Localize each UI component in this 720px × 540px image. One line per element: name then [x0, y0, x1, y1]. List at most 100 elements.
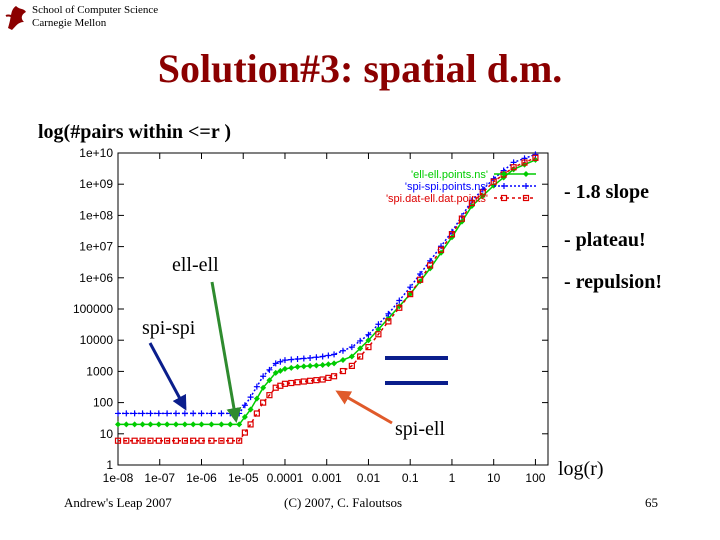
data-point — [522, 194, 530, 202]
label-spi-spi: spi-spi — [142, 317, 196, 339]
university-logo-icon — [5, 6, 26, 30]
data-point — [115, 421, 121, 428]
data-point — [407, 284, 414, 291]
data-point — [172, 437, 180, 444]
data-point — [348, 353, 355, 360]
data-point — [147, 410, 154, 417]
data-point — [236, 437, 243, 444]
annotation-arrows — [148, 281, 448, 425]
data-point — [114, 437, 122, 444]
data-point — [532, 154, 539, 161]
data-point — [131, 437, 138, 444]
data-point — [131, 410, 138, 417]
data-point — [241, 413, 248, 420]
data-point — [247, 394, 254, 401]
data-point — [365, 331, 372, 338]
data-point — [365, 344, 372, 351]
x-tick-label: 100 — [525, 471, 545, 485]
data-point — [260, 384, 267, 391]
data-point — [448, 231, 456, 238]
data-point — [300, 355, 307, 362]
legend-entry: 'ell-ell.points.ns' — [411, 169, 488, 181]
data-point — [123, 437, 130, 444]
x-tick-label: 10 — [487, 471, 501, 485]
data-point — [241, 402, 248, 409]
y-tick-label: 1e+09 — [79, 177, 113, 191]
y-axis-label: log(#pairs within <=r ) — [38, 121, 231, 143]
data-point — [247, 421, 254, 428]
data-point — [147, 421, 154, 428]
data-point — [375, 331, 382, 338]
data-point — [123, 410, 130, 417]
data-point — [479, 189, 486, 196]
data-point — [181, 421, 188, 428]
y-tick-label: 100 — [93, 396, 113, 410]
data-point — [348, 344, 355, 351]
data-point — [241, 429, 248, 436]
footer-copyright: (C) 2007, C. Faloutsos — [284, 495, 403, 510]
data-point — [277, 367, 284, 374]
data-point — [181, 437, 188, 444]
data-point — [208, 421, 215, 428]
x-tick-label: 1e-05 — [228, 471, 259, 485]
legend-entry: 'spi-spi.points.ns' — [405, 181, 488, 193]
data-point — [190, 410, 197, 417]
arrow-spi-spi — [148, 342, 187, 411]
data-point — [307, 362, 314, 369]
arrow-ell-ell — [210, 281, 242, 423]
data-point — [385, 318, 392, 325]
y-tick-label: 1e+06 — [79, 271, 113, 285]
data-point — [427, 262, 434, 269]
data-point — [147, 437, 154, 444]
data-point — [532, 151, 539, 158]
data-point — [396, 297, 403, 304]
data-point — [198, 421, 205, 428]
data-point — [115, 410, 121, 417]
data-point — [468, 199, 475, 207]
plot-frame — [117, 152, 549, 466]
data-point — [266, 392, 273, 399]
data-point — [348, 362, 355, 370]
data-point — [164, 410, 171, 417]
data-point — [247, 406, 254, 413]
data-point — [339, 367, 347, 375]
data-point — [253, 383, 260, 390]
data-point — [521, 159, 528, 166]
series-2 — [114, 154, 539, 444]
series-1 — [115, 151, 539, 417]
data-point — [313, 377, 320, 384]
data-point — [319, 376, 326, 383]
data-point — [501, 171, 507, 177]
x-tick-label: 0.1 — [402, 471, 419, 485]
label-spi-ell: spi-ell — [395, 418, 445, 440]
y-tick-label: 1 — [106, 458, 113, 472]
data-point — [523, 183, 529, 189]
data-point — [260, 373, 267, 380]
data-point — [294, 355, 301, 362]
data-point — [218, 410, 225, 417]
x-tick-label: 1e-08 — [103, 471, 134, 485]
data-point — [300, 378, 307, 385]
data-point — [307, 377, 314, 384]
data-point — [325, 361, 332, 368]
page-number: 65 — [645, 495, 658, 510]
data-point — [227, 437, 234, 444]
data-point — [375, 326, 382, 333]
label-ell-ell: ell-ell — [172, 254, 219, 276]
data-point — [198, 410, 205, 417]
data-point — [155, 421, 162, 428]
y-tick-label: 1e+07 — [79, 240, 113, 254]
data-point — [198, 437, 205, 444]
data-point — [218, 437, 225, 444]
data-point — [319, 362, 326, 369]
note-plateau: - plateau! — [564, 229, 646, 251]
data-point — [294, 379, 301, 386]
x-tick-label: 1 — [449, 471, 456, 485]
data-point — [172, 421, 179, 428]
data-point — [172, 410, 179, 417]
data-point — [208, 410, 215, 417]
y-tick-label: 1e+08 — [79, 208, 113, 222]
data-point — [266, 366, 273, 373]
note-repulsion: - repulsion! — [564, 271, 662, 293]
